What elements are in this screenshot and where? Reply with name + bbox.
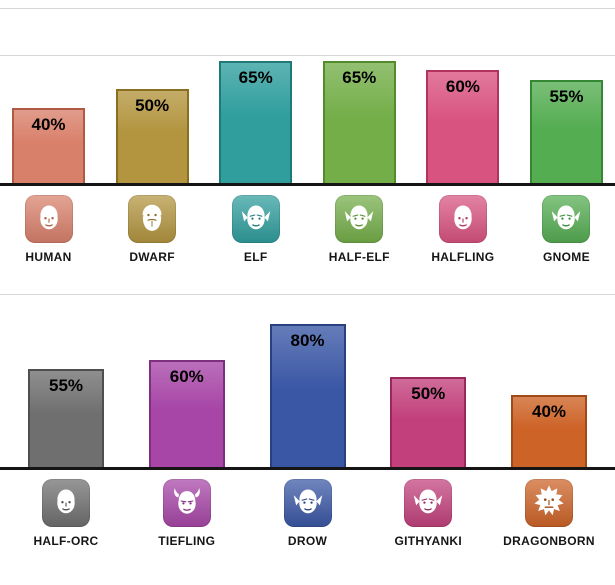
bar-elf: 65% xyxy=(219,61,293,183)
category-gnome: GNOME xyxy=(530,195,603,264)
bar-half-elf: 65% xyxy=(322,61,396,183)
bar-tiefling: 60% xyxy=(148,360,225,467)
gridline xyxy=(0,294,615,295)
half-elf-face-icon xyxy=(335,195,384,243)
bar-githyanki: 50% xyxy=(390,377,467,467)
gridline xyxy=(0,55,615,56)
bar-drow: 80% xyxy=(269,324,346,467)
race-name-label: HALF-ORC xyxy=(33,534,99,548)
upper-category-row: HUMAN DWARF ELF HALF-ELF HALFLING GNOME xyxy=(0,186,615,264)
category-half-elf: HALF-ELF xyxy=(323,195,396,264)
bar-value-label: 80% xyxy=(290,331,325,350)
bar-value-label: 65% xyxy=(238,68,273,87)
halfling-face-icon xyxy=(438,195,487,243)
race-name-label: DROW xyxy=(287,534,328,548)
bar-dragonborn: 40% xyxy=(511,395,587,467)
bar-value-label: 60% xyxy=(445,77,480,96)
race-name-label: DRAGONBORN xyxy=(503,534,595,548)
githyanki-face-icon xyxy=(404,479,453,527)
category-elf: ELF xyxy=(219,195,292,264)
bar-gnome: 55% xyxy=(529,80,603,183)
lower-race-chart: 55% 60% 80% 50% 40% HALF-ORC TIEFLING DROW GITH… xyxy=(0,294,615,548)
elf-face-icon xyxy=(231,195,280,243)
race-name-label: DWARF xyxy=(129,250,175,264)
upper-plot-area: 40% 50% 65% 65% 60% 55% xyxy=(0,8,615,183)
bar-value-label: 50% xyxy=(411,384,446,403)
lower-x-axis-baseline xyxy=(0,467,615,470)
bar-value-label: 55% xyxy=(549,87,584,106)
category-dwarf: DWARF xyxy=(116,195,189,264)
half-orc-face-icon xyxy=(42,479,90,527)
upper-bars-row: 40% 50% 65% 65% 60% 55% xyxy=(0,61,615,183)
race-name-label: HUMAN xyxy=(25,250,72,264)
race-name-label: GITHYANKI xyxy=(394,534,463,548)
bar-value-label: 40% xyxy=(531,402,567,421)
upper-x-axis-baseline xyxy=(0,183,615,186)
gnome-face-icon xyxy=(542,195,591,243)
bar-human: 40% xyxy=(12,108,85,183)
category-githyanki: GITHYANKI xyxy=(390,479,466,548)
race-name-label: ELF xyxy=(243,250,268,264)
category-human: HUMAN xyxy=(12,195,85,264)
lower-category-row: HALF-ORC TIEFLING DROW GITHYANKI DRAGONBORN xyxy=(0,470,615,548)
human-face-icon xyxy=(24,195,73,243)
category-dragonborn: DRAGONBORN xyxy=(503,479,595,548)
tiefling-face-icon xyxy=(162,479,211,527)
bar-halfling: 60% xyxy=(426,70,500,183)
drow-face-icon xyxy=(283,479,332,527)
bar-half-orc: 55% xyxy=(28,369,104,467)
bar-dwarf: 50% xyxy=(115,89,189,183)
bar-value-label: 65% xyxy=(342,68,377,87)
gridline xyxy=(0,8,615,9)
lower-bars-row: 55% 60% 80% 50% 40% xyxy=(0,324,615,467)
dwarf-face-icon xyxy=(128,195,177,243)
bar-value-label: 55% xyxy=(48,376,84,395)
category-tiefling: TIEFLING xyxy=(149,479,225,548)
category-half-orc: HALF-ORC xyxy=(28,479,104,548)
upper-race-chart: 40% 50% 65% 65% 60% 55% HUMAN DWARF ELF HALF-ELF… xyxy=(0,8,615,264)
lower-plot-area: 55% 60% 80% 50% 40% xyxy=(0,294,615,467)
race-name-label: HALF-ELF xyxy=(328,250,390,264)
bar-value-label: 40% xyxy=(31,115,66,134)
category-halfling: HALFLING xyxy=(426,195,499,264)
race-name-label: HALFLING xyxy=(431,250,495,264)
race-name-label: GNOME xyxy=(543,250,590,264)
category-drow: DROW xyxy=(270,479,346,548)
dragonborn-face-icon xyxy=(525,479,573,527)
race-name-label: TIEFLING xyxy=(158,534,216,548)
bar-value-label: 60% xyxy=(169,367,204,386)
bar-value-label: 50% xyxy=(135,96,170,115)
